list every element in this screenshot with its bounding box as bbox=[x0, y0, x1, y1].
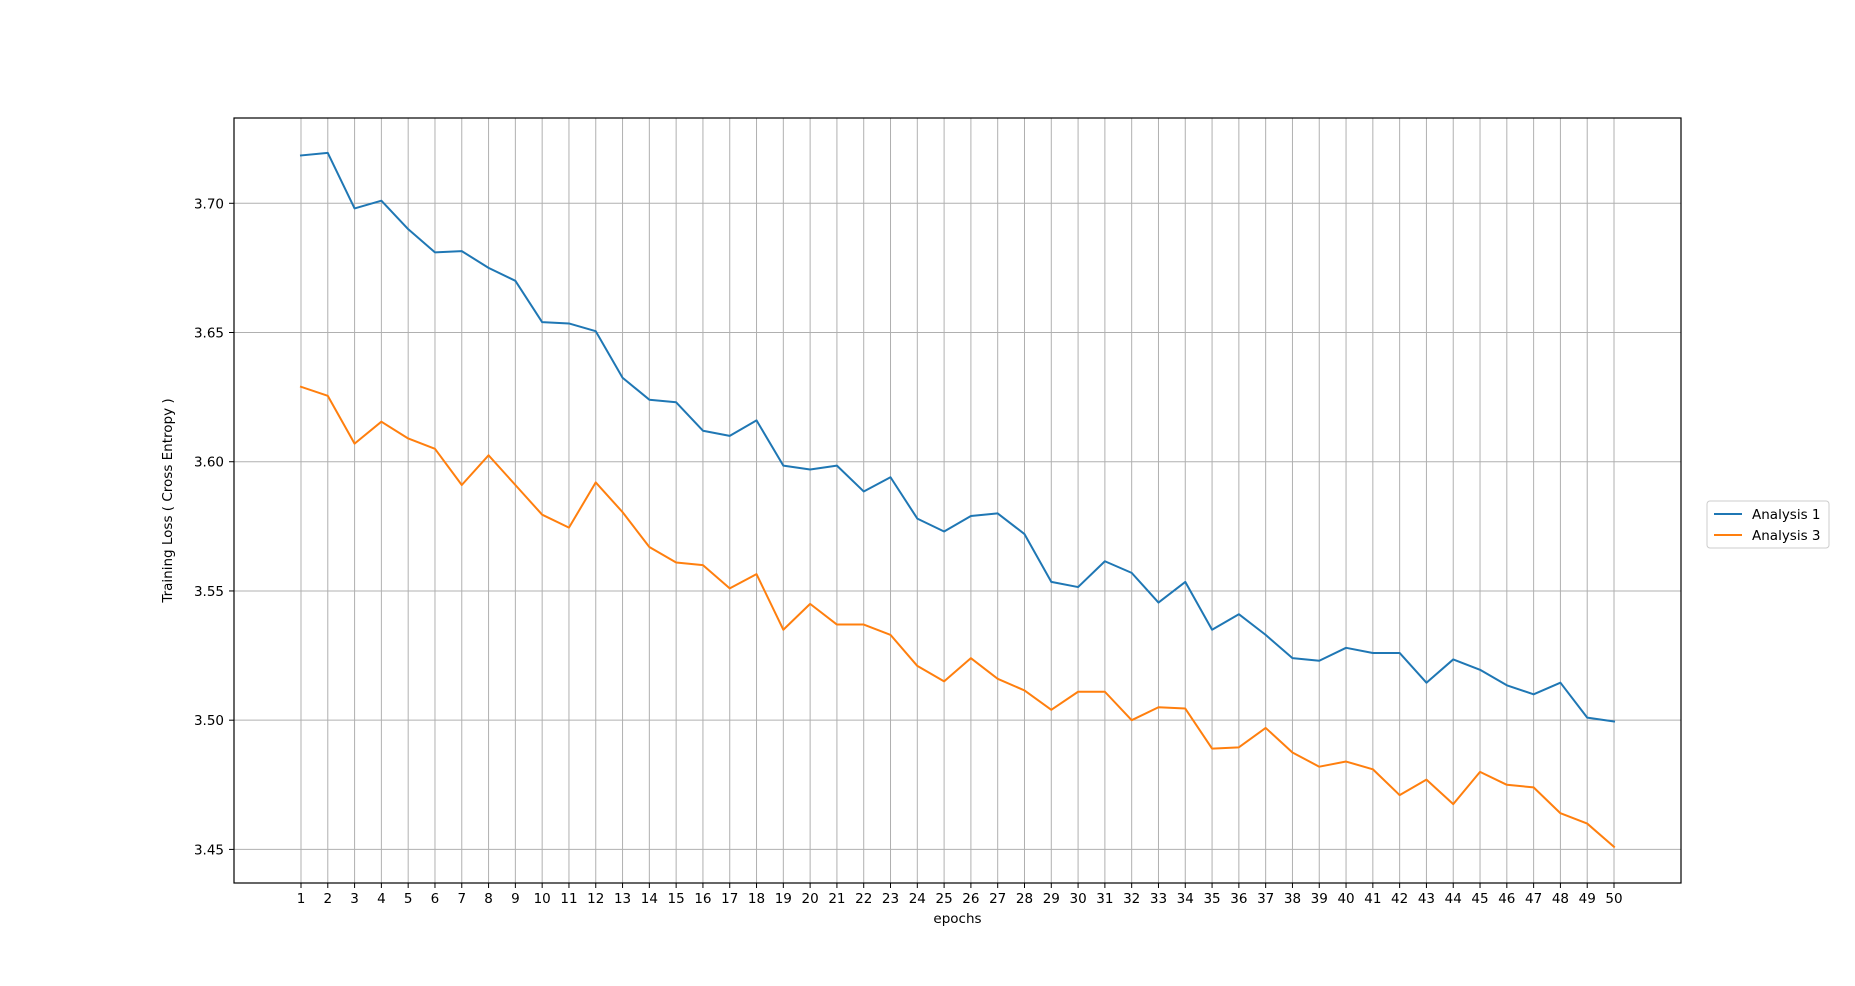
x-tick-label: 37 bbox=[1257, 891, 1274, 907]
x-tick-label: 34 bbox=[1177, 891, 1194, 907]
x-tick-label: 42 bbox=[1391, 891, 1408, 907]
series-line-analysis-1 bbox=[299, 151, 1616, 723]
x-tick-label: 21 bbox=[828, 891, 845, 907]
x-tick-label: 8 bbox=[484, 891, 493, 907]
x-tick-label: 7 bbox=[457, 891, 466, 907]
x-tick-label: 40 bbox=[1337, 891, 1354, 907]
x-tick-label: 17 bbox=[721, 891, 738, 907]
x-tick-label: 10 bbox=[534, 891, 551, 907]
legend-label-analysis-3: Analysis 3 bbox=[1752, 528, 1821, 544]
y-tick-label: 3.45 bbox=[194, 842, 224, 858]
x-tick-label: 24 bbox=[909, 891, 926, 907]
x-tick-label: 50 bbox=[1605, 891, 1622, 907]
x-tick-label: 14 bbox=[641, 891, 658, 907]
x-tick-label: 33 bbox=[1150, 891, 1167, 907]
x-tick-label: 39 bbox=[1311, 891, 1328, 907]
x-tick-label: 15 bbox=[668, 891, 685, 907]
x-tick-label: 26 bbox=[962, 891, 979, 907]
x-tick-label: 30 bbox=[1069, 891, 1086, 907]
y-tick-label: 3.70 bbox=[194, 196, 224, 212]
x-tick-label: 44 bbox=[1445, 891, 1462, 907]
x-tick-label: 11 bbox=[560, 891, 577, 907]
x-tick-label: 35 bbox=[1203, 891, 1220, 907]
x-tick-label: 3 bbox=[350, 891, 359, 907]
y-tick-label: 3.55 bbox=[194, 584, 224, 600]
x-tick-label: 43 bbox=[1418, 891, 1435, 907]
x-tick-label: 32 bbox=[1123, 891, 1140, 907]
x-tick-label: 12 bbox=[587, 891, 604, 907]
x-axis-label: epochs bbox=[933, 911, 981, 927]
x-tick-label: 46 bbox=[1498, 891, 1515, 907]
x-tick-label: 27 bbox=[989, 891, 1006, 907]
y-tick-label: 3.60 bbox=[194, 455, 224, 471]
x-tick-label: 5 bbox=[404, 891, 413, 907]
x-tick-label: 13 bbox=[614, 891, 631, 907]
x-tick-label: 49 bbox=[1579, 891, 1596, 907]
y-axis-label: Training Loss ( Cross Entropy ) bbox=[160, 398, 176, 603]
legend: Analysis 1 Analysis 3 bbox=[1706, 500, 1830, 549]
x-tick-label: 2 bbox=[323, 891, 332, 907]
x-tick-label: 25 bbox=[936, 891, 953, 907]
x-tick-label: 23 bbox=[882, 891, 899, 907]
x-tick-label: 1 bbox=[297, 891, 306, 907]
axis-ticks bbox=[229, 202, 1615, 888]
x-tick-label: 36 bbox=[1230, 891, 1247, 907]
x-tick-label: 9 bbox=[511, 891, 520, 907]
series-layer bbox=[299, 151, 1616, 849]
legend-box bbox=[1706, 500, 1830, 549]
y-tick-label: 3.65 bbox=[194, 326, 224, 342]
x-tick-label: 28 bbox=[1016, 891, 1033, 907]
x-tick-label: 4 bbox=[377, 891, 386, 907]
y-tick-label: 3.50 bbox=[194, 713, 224, 729]
x-tick-label: 48 bbox=[1552, 891, 1569, 907]
x-tick-label: 19 bbox=[775, 891, 792, 907]
x-tick-label: 47 bbox=[1525, 891, 1542, 907]
x-tick-label: 29 bbox=[1043, 891, 1060, 907]
grid-lines bbox=[234, 118, 1681, 883]
series-line-analysis-3 bbox=[299, 385, 1616, 849]
x-tick-label: 22 bbox=[855, 891, 872, 907]
x-tick-label: 38 bbox=[1284, 891, 1301, 907]
x-tick-label: 20 bbox=[802, 891, 819, 907]
x-tick-label: 16 bbox=[694, 891, 711, 907]
x-tick-label: 6 bbox=[431, 891, 440, 907]
x-tick-label: 18 bbox=[748, 891, 765, 907]
axis-tick-labels: 1 2 3 4 5 6 7 8 9 10 11 12 13 14 15 16 17 18 19 20 21 22 23 24 2… bbox=[194, 196, 1623, 907]
x-tick-label: 45 bbox=[1471, 891, 1488, 907]
x-tick-label: 31 bbox=[1096, 891, 1113, 907]
legend-label-analysis-1: Analysis 1 bbox=[1752, 507, 1821, 523]
x-tick-label: 41 bbox=[1364, 891, 1381, 907]
plot-frame bbox=[233, 117, 1682, 884]
